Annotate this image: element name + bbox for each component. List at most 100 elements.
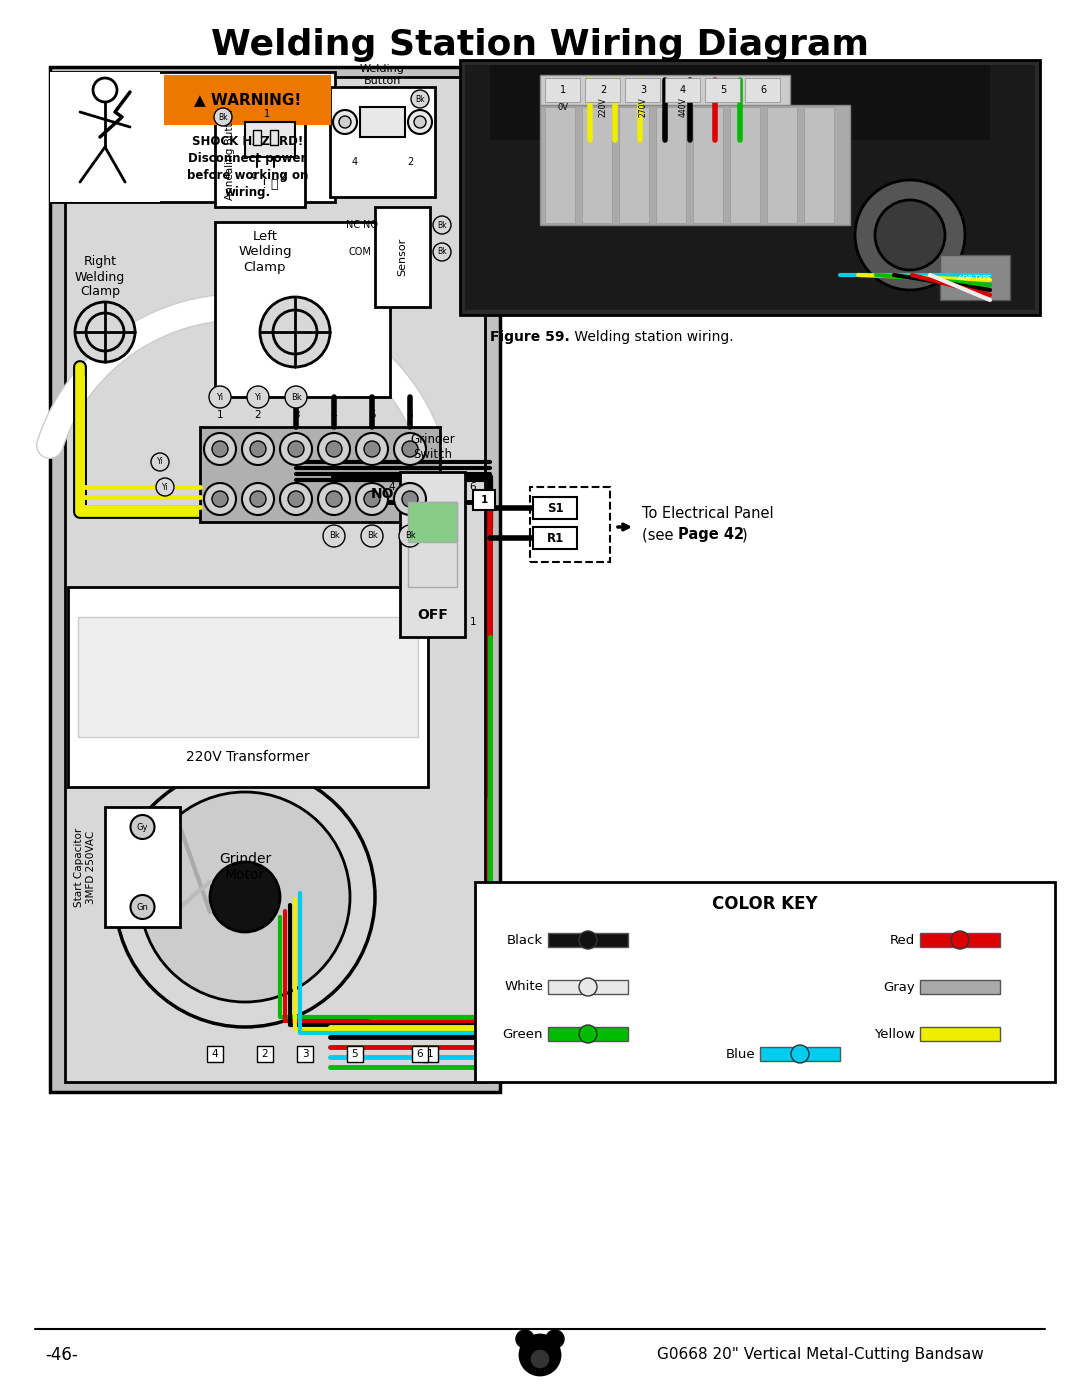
Text: 2: 2: [261, 1049, 268, 1059]
Circle shape: [326, 441, 342, 457]
Circle shape: [364, 441, 380, 457]
Circle shape: [249, 490, 266, 507]
Bar: [656, 108, 686, 224]
Bar: [465, 66, 1035, 310]
Circle shape: [288, 441, 303, 457]
Bar: [422, 1046, 438, 1062]
Text: S1: S1: [546, 502, 564, 514]
Bar: [920, 1027, 1000, 1041]
Bar: [693, 108, 723, 224]
Text: Bk: Bk: [415, 95, 424, 103]
Text: Page 42: Page 42: [678, 528, 744, 542]
Circle shape: [356, 433, 388, 465]
Bar: [473, 490, 495, 510]
Bar: [200, 427, 440, 522]
Text: 1: 1: [427, 1049, 433, 1059]
Circle shape: [151, 453, 168, 471]
Bar: [625, 78, 660, 102]
Circle shape: [242, 433, 274, 465]
Text: COM: COM: [349, 247, 372, 257]
Text: Bk: Bk: [437, 247, 447, 257]
Text: 2: 2: [407, 156, 414, 168]
Circle shape: [411, 89, 429, 108]
Circle shape: [285, 386, 307, 408]
Text: 0V: 0V: [557, 102, 568, 112]
Circle shape: [204, 483, 237, 515]
Text: Yi: Yi: [255, 393, 261, 401]
Circle shape: [114, 767, 375, 1027]
Bar: [920, 933, 1000, 947]
Text: 6: 6: [470, 482, 476, 492]
Text: SHOCK HAZARD!
Disconnect power
before working on
wiring.: SHOCK HAZARD! Disconnect power before wo…: [187, 136, 308, 198]
Text: Grinder
Switch: Grinder Switch: [410, 433, 455, 461]
Circle shape: [318, 483, 350, 515]
Circle shape: [875, 200, 945, 270]
Bar: [475, 882, 1055, 1083]
Circle shape: [131, 814, 154, 840]
Text: 6: 6: [417, 1049, 423, 1059]
Circle shape: [791, 1045, 809, 1063]
Text: ): ): [742, 528, 747, 542]
Circle shape: [249, 441, 266, 457]
Text: COLOR KEY: COLOR KEY: [712, 895, 818, 914]
Circle shape: [280, 483, 312, 515]
Circle shape: [855, 180, 966, 291]
Text: Figure 59.: Figure 59.: [490, 330, 570, 344]
Bar: [548, 1027, 627, 1041]
Bar: [408, 502, 457, 587]
Circle shape: [516, 1330, 534, 1348]
Bar: [548, 981, 627, 995]
Circle shape: [414, 116, 426, 129]
Text: 5: 5: [352, 1049, 359, 1059]
Text: Left
Welding
Clamp: Left Welding Clamp: [239, 231, 292, 274]
Text: Yi: Yi: [216, 393, 224, 401]
Bar: [50, 73, 160, 203]
Bar: [360, 108, 405, 137]
Circle shape: [530, 1350, 550, 1369]
Text: 2: 2: [279, 172, 285, 182]
Circle shape: [204, 433, 237, 465]
Bar: [257, 1046, 273, 1062]
Circle shape: [212, 441, 228, 457]
Text: NC: NC: [346, 219, 360, 231]
Text: Gn: Gn: [136, 902, 148, 911]
Bar: [940, 256, 1010, 300]
Text: ΝΟ: ΝΟ: [370, 488, 394, 502]
Text: 6: 6: [760, 85, 766, 95]
Bar: [50, 73, 335, 203]
Circle shape: [242, 483, 274, 515]
Bar: [50, 67, 500, 1092]
Text: 3: 3: [640, 85, 646, 95]
Bar: [460, 60, 1040, 314]
Text: Bk: Bk: [218, 113, 228, 122]
Text: Welding
Button: Welding Button: [360, 64, 405, 85]
Text: Welding station wiring.: Welding station wiring.: [570, 330, 733, 344]
Bar: [65, 77, 485, 1083]
Circle shape: [951, 930, 969, 949]
Circle shape: [214, 108, 232, 126]
Text: 1: 1: [264, 109, 270, 119]
Circle shape: [339, 116, 351, 129]
Circle shape: [356, 483, 388, 515]
Text: 4: 4: [389, 482, 395, 492]
Text: 220V: 220V: [598, 98, 607, 117]
Circle shape: [212, 490, 228, 507]
Text: R1: R1: [546, 531, 564, 545]
Bar: [730, 108, 760, 224]
Bar: [619, 108, 649, 224]
Bar: [411, 1046, 428, 1062]
Text: (see: (see: [642, 528, 678, 542]
Text: Bk: Bk: [405, 531, 416, 541]
Text: Blue: Blue: [726, 1048, 755, 1060]
Bar: [297, 1046, 313, 1062]
Text: Annealing Button: Annealing Button: [225, 109, 235, 200]
Text: Right
Welding
Clamp: Right Welding Clamp: [75, 256, 125, 299]
Bar: [582, 108, 612, 224]
Text: Yi: Yi: [162, 482, 168, 492]
Circle shape: [260, 298, 330, 367]
Circle shape: [333, 110, 357, 134]
Bar: [545, 108, 575, 224]
Circle shape: [579, 930, 597, 949]
Text: 4: 4: [352, 156, 359, 168]
Text: 4: 4: [249, 172, 256, 182]
